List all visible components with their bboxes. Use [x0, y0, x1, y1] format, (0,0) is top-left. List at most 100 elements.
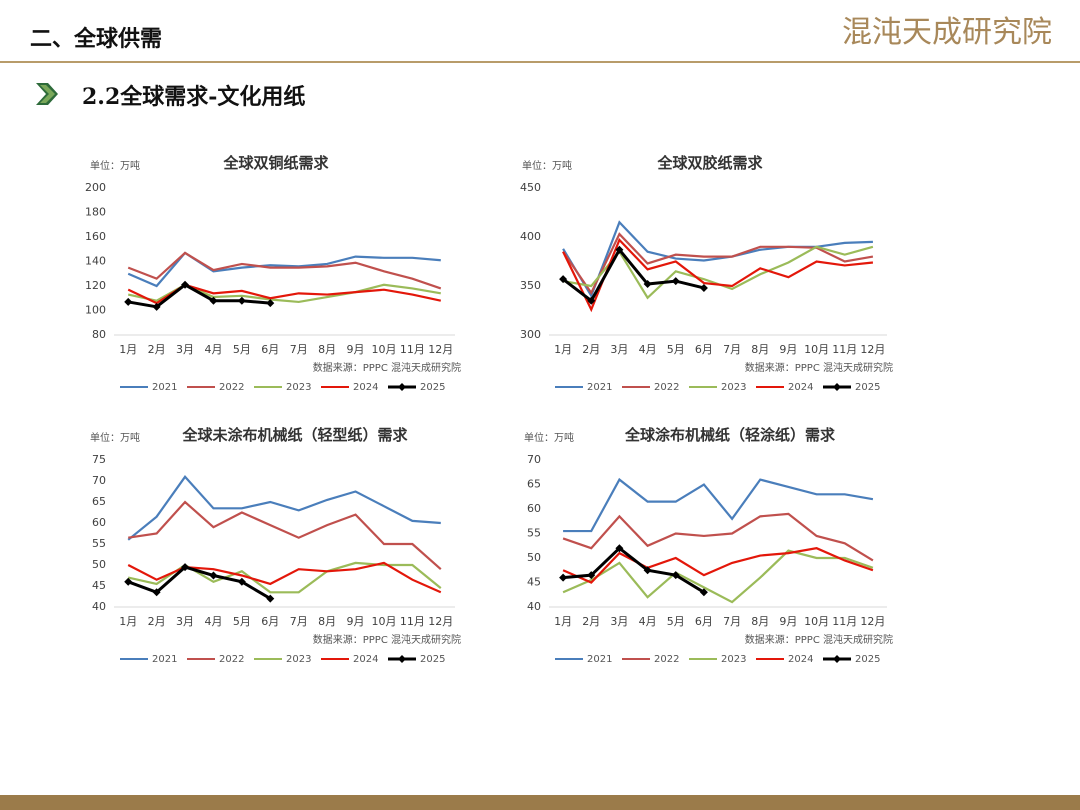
legend-label: 2022	[654, 382, 679, 393]
source-note: 数据来源：PPPC 混沌天成研究院	[313, 361, 461, 374]
legend-label: 2025	[420, 654, 445, 665]
point-marker	[181, 563, 190, 572]
legend-label: 2022	[219, 382, 244, 393]
y-tick-label: 80	[92, 328, 106, 341]
chart-title: 全球涂布机械纸（轻涂纸）需求	[624, 426, 836, 444]
x-tick-label: 6月	[261, 343, 279, 356]
series-line	[562, 247, 705, 303]
legend-label: 2021	[152, 654, 177, 665]
x-tick-label: 3月	[176, 615, 194, 628]
legend-label: 2021	[587, 654, 612, 665]
x-tick-label: 10月	[804, 615, 829, 628]
y-tick-label: 70	[527, 453, 541, 466]
legend-label: 2024	[353, 382, 378, 393]
point-marker	[671, 277, 680, 286]
y-tick-label: 40	[527, 600, 541, 613]
x-tick-label: 2月	[148, 615, 166, 628]
legend-label: 2024	[788, 654, 813, 665]
point-marker	[266, 299, 275, 308]
x-tick-label: 7月	[723, 343, 741, 356]
point-marker	[237, 296, 246, 305]
y-tick-label: 200	[85, 181, 106, 194]
point-marker	[587, 571, 596, 580]
point-marker	[587, 296, 596, 305]
x-tick-label: 11月	[400, 343, 425, 356]
unit-label: 单位：万吨	[524, 431, 574, 444]
y-tick-label: 50	[527, 551, 541, 564]
x-tick-label: 6月	[695, 615, 713, 628]
chart-title: 全球双胶纸需求	[656, 154, 763, 172]
source-note: 数据来源：PPPC 混沌天成研究院	[313, 633, 461, 646]
x-tick-label: 8月	[318, 343, 336, 356]
series-line	[127, 565, 272, 600]
y-tick-label: 60	[527, 502, 541, 515]
legend-marker	[833, 383, 841, 391]
x-tick-label: 8月	[318, 615, 336, 628]
legend-marker	[398, 655, 406, 663]
x-tick-label: 12月	[860, 343, 885, 356]
y-tick-label: 350	[520, 279, 541, 292]
header-rule	[0, 61, 1080, 63]
legend-label: 2021	[152, 382, 177, 393]
x-tick-label: 10月	[804, 343, 829, 356]
y-tick-label: 65	[527, 478, 541, 491]
x-tick-label: 1月	[119, 615, 137, 628]
x-tick-label: 9月	[347, 343, 365, 356]
y-tick-label: 140	[85, 255, 106, 268]
x-tick-label: 3月	[610, 343, 628, 356]
legend-marker	[833, 655, 841, 663]
x-tick-label: 9月	[347, 615, 365, 628]
x-tick-label: 1月	[119, 343, 137, 356]
x-tick-label: 8月	[751, 343, 769, 356]
x-tick-label: 5月	[233, 343, 251, 356]
legend-label: 2021	[587, 382, 612, 393]
series-line	[562, 220, 873, 299]
series-line	[562, 547, 874, 584]
point-marker	[615, 245, 624, 254]
point-marker	[124, 297, 133, 306]
legend-label: 2023	[286, 382, 311, 393]
point-marker	[152, 588, 161, 597]
subtitle: 2.2全球需求-文化用纸	[82, 84, 305, 110]
point-marker	[124, 577, 133, 586]
y-tick-label: 65	[92, 495, 106, 508]
x-tick-label: 6月	[695, 343, 713, 356]
x-tick-label: 11月	[400, 615, 425, 628]
point-marker	[615, 544, 624, 553]
x-tick-label: 4月	[639, 615, 657, 628]
source-note: 数据来源：PPPC 混沌天成研究院	[745, 361, 893, 374]
series-line	[563, 477, 874, 533]
point-marker	[643, 280, 652, 289]
point-marker	[699, 283, 708, 292]
x-tick-label: 5月	[233, 615, 251, 628]
point-marker	[559, 275, 568, 284]
chart-title: 全球双铜纸需求	[222, 154, 329, 172]
unit-label: 单位：万吨	[90, 159, 140, 172]
x-tick-label: 9月	[779, 343, 797, 356]
legend-marker	[398, 383, 406, 391]
point-marker	[699, 588, 708, 597]
source-note: 数据来源：PPPC 混沌天成研究院	[745, 633, 893, 646]
y-tick-label: 70	[92, 474, 106, 487]
y-tick-label: 45	[92, 579, 106, 592]
x-tick-label: 9月	[779, 615, 797, 628]
series-line	[127, 282, 271, 309]
point-marker	[559, 573, 568, 582]
y-tick-label: 300	[520, 328, 541, 341]
y-tick-label: 45	[527, 576, 541, 589]
series-line	[562, 549, 874, 604]
x-tick-label: 1月	[554, 615, 572, 628]
point-marker	[266, 594, 275, 603]
y-tick-label: 60	[92, 516, 106, 529]
point-marker	[671, 571, 680, 580]
x-tick-label: 7月	[290, 615, 308, 628]
legend-label: 2022	[219, 654, 244, 665]
x-tick-label: 12月	[428, 615, 453, 628]
x-tick-label: 2月	[582, 615, 600, 628]
x-tick-label: 7月	[723, 615, 741, 628]
legend-label: 2025	[855, 654, 880, 665]
y-tick-label: 75	[92, 453, 106, 466]
x-tick-label: 12月	[428, 343, 453, 356]
x-tick-label: 3月	[610, 615, 628, 628]
